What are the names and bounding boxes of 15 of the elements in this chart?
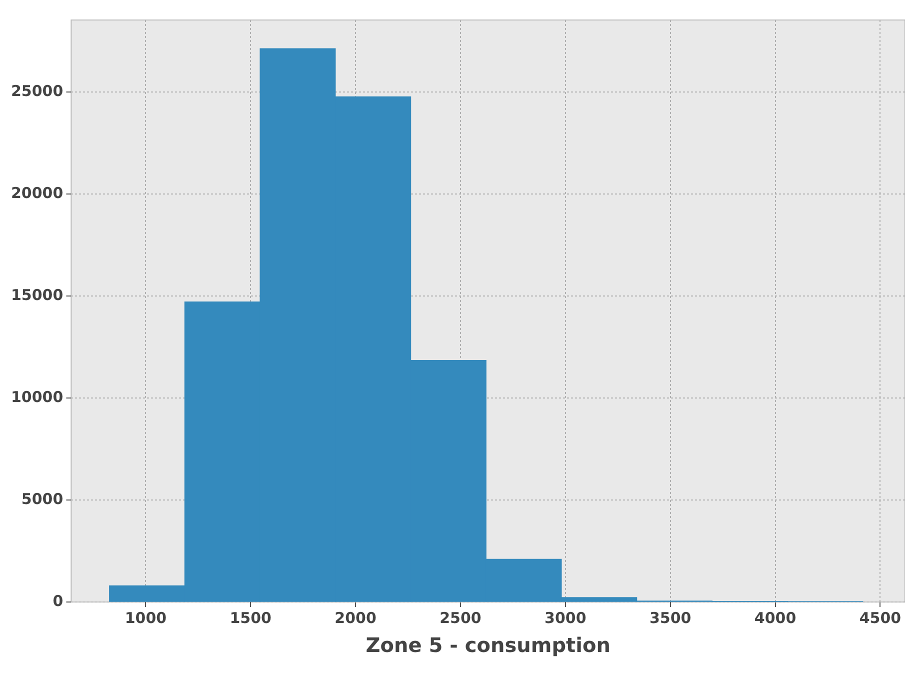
y-tick-label: 10000 bbox=[11, 388, 64, 406]
x-tick-label: 1500 bbox=[230, 608, 272, 627]
x-tick-label: 2000 bbox=[334, 608, 376, 627]
y-tick-label: 20000 bbox=[11, 184, 64, 202]
y-tick-label: 15000 bbox=[11, 286, 64, 304]
x-axis-title: Zone 5 - consumption bbox=[366, 633, 610, 658]
x-tick-label: 3500 bbox=[649, 608, 692, 627]
x-tick-label: 4000 bbox=[754, 608, 796, 627]
y-tick-label: 25000 bbox=[11, 82, 64, 100]
x-tick-label: 4500 bbox=[859, 608, 902, 627]
y-tick-label: 5000 bbox=[21, 490, 64, 508]
y-tick-label: 0 bbox=[52, 592, 64, 610]
x-tick-label: 2500 bbox=[440, 608, 482, 627]
x-tick-label: 1000 bbox=[124, 608, 167, 627]
x-tick-label: 3000 bbox=[544, 608, 586, 627]
